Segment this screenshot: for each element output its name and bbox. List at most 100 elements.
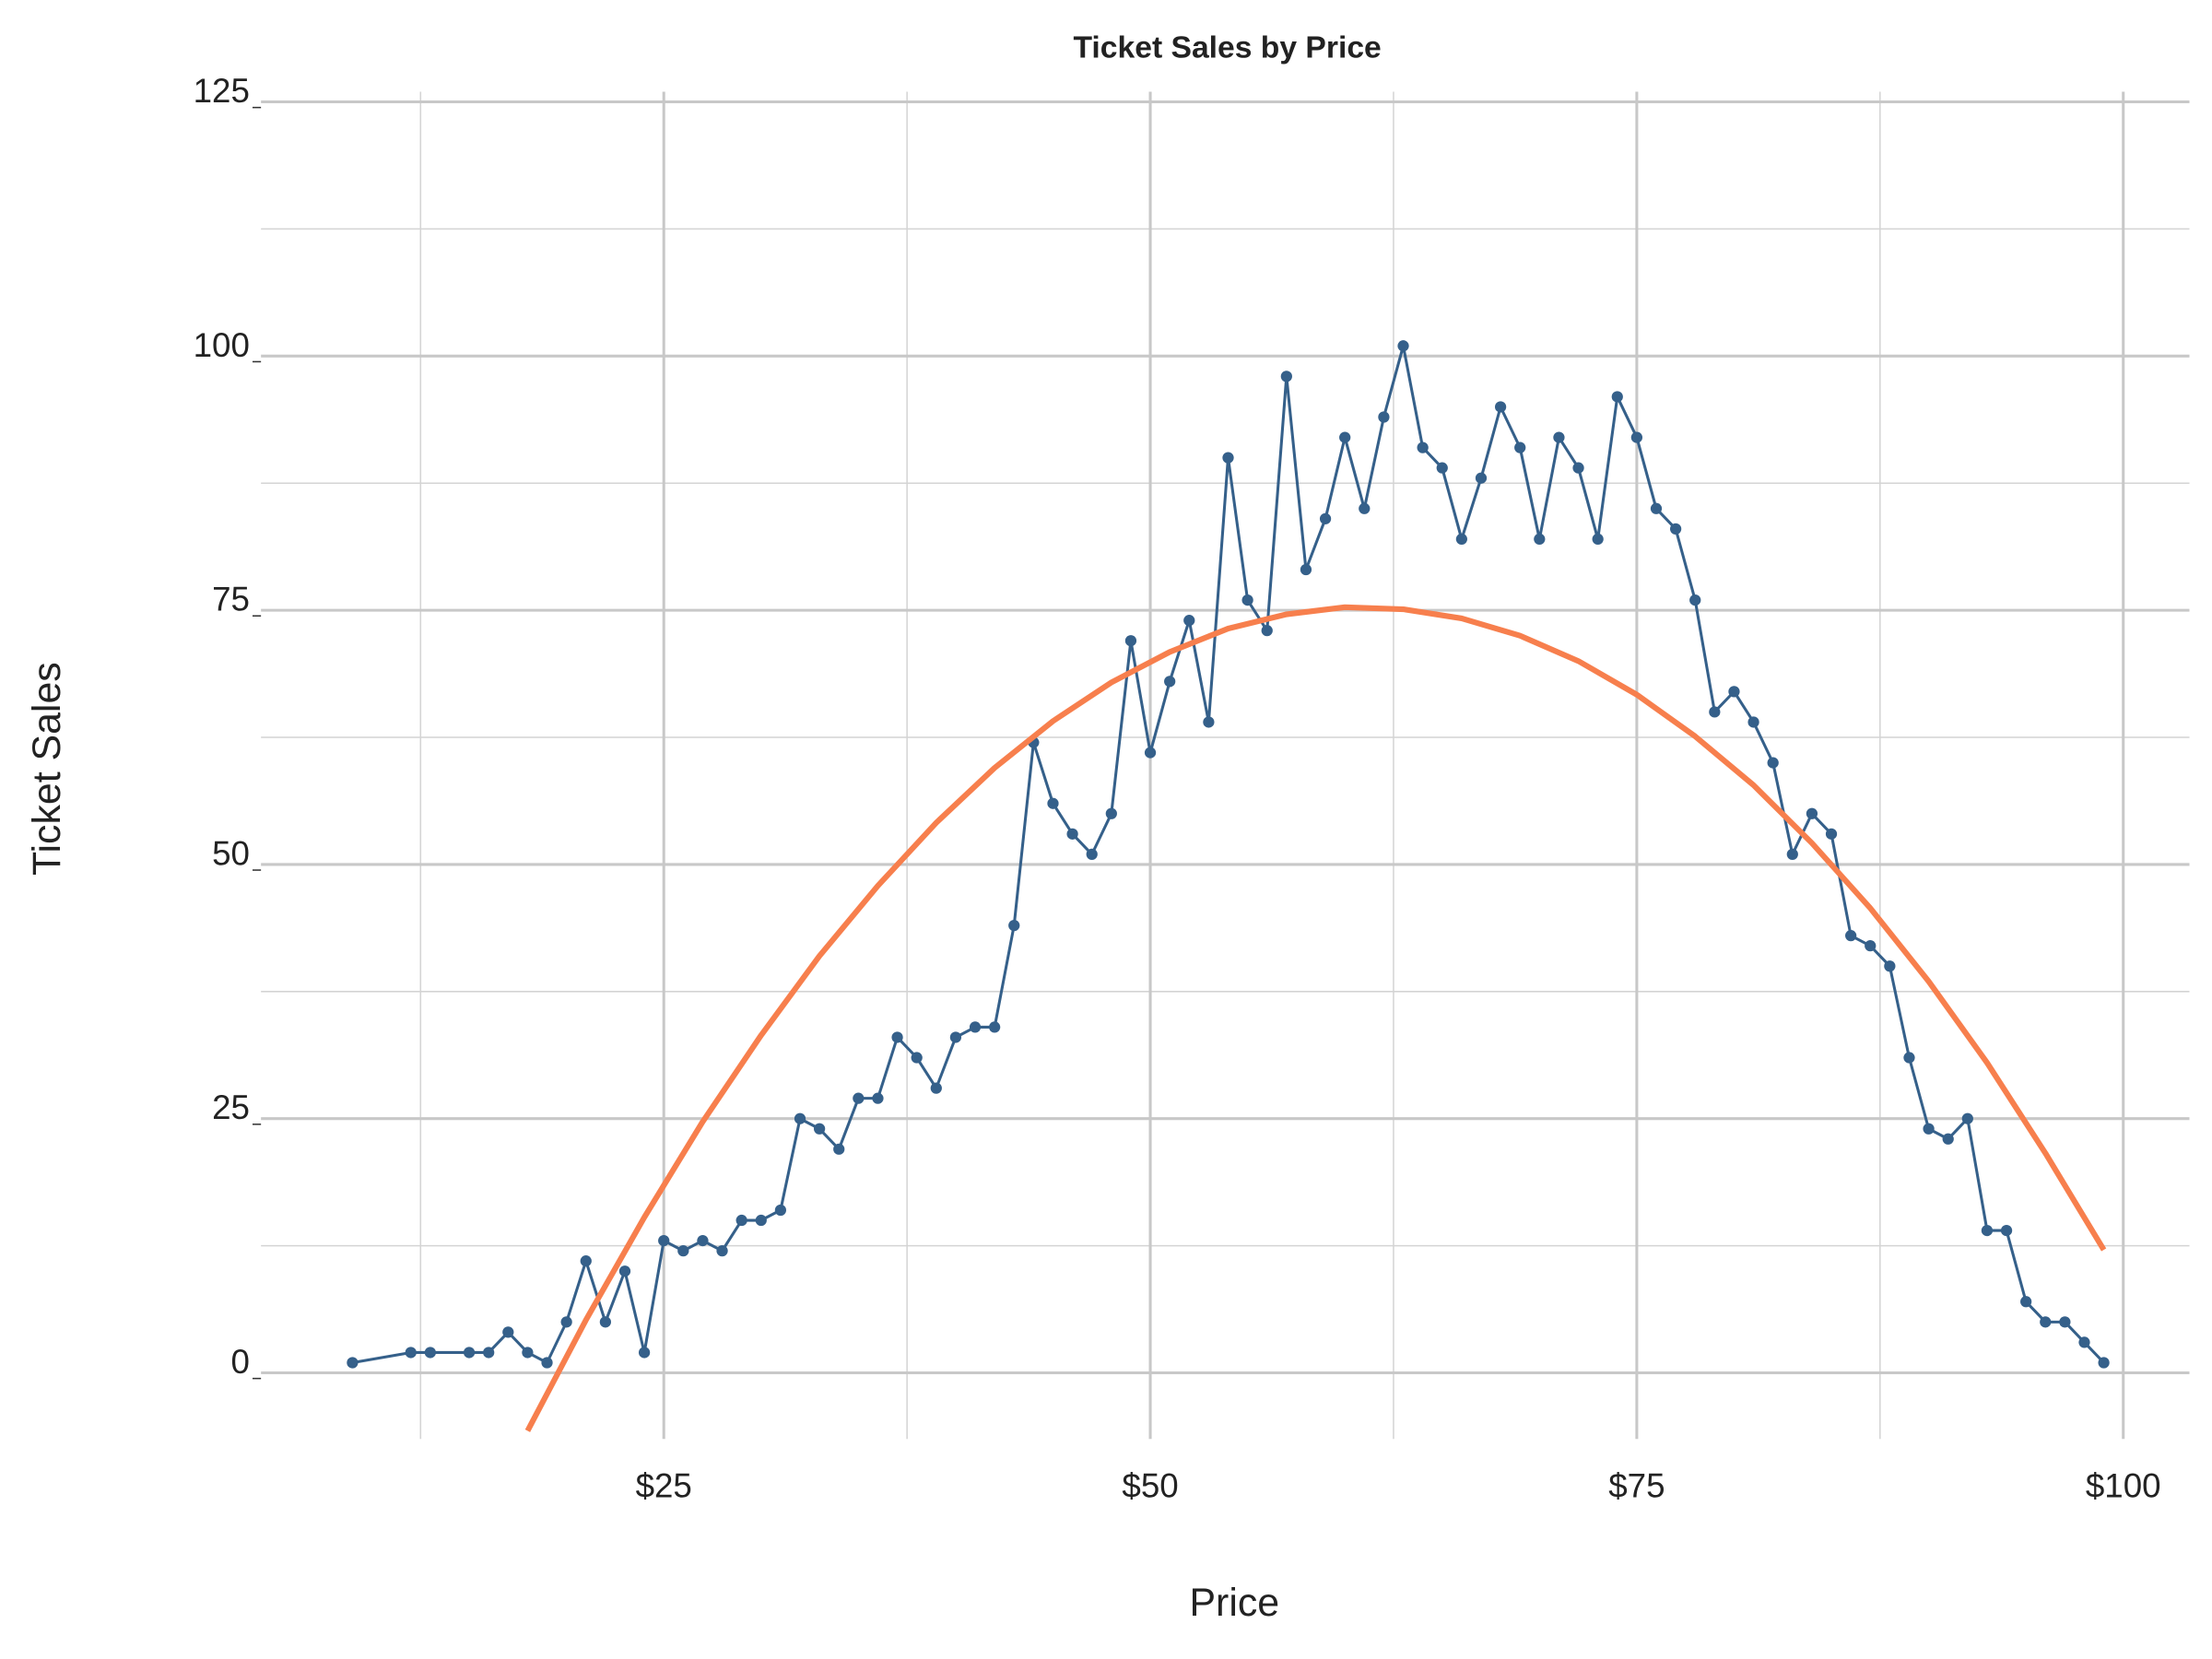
data-point [1280,371,1292,382]
data-point [1961,1112,1973,1124]
data-point [2078,1336,2090,1348]
data-point [483,1347,495,1359]
chart-title: Ticket Sales by Price [1073,30,1381,65]
data-point [2059,1316,2071,1328]
data-point [1534,533,1546,546]
data-point [347,1357,359,1369]
data-point [1066,828,1078,840]
data-point [1124,635,1137,647]
data-point [1105,807,1117,819]
data-point [1378,411,1390,423]
data-point [424,1347,436,1359]
data-point [1630,431,1643,443]
data-point [1825,828,1838,840]
data-point [1261,625,1273,637]
data-point [891,1031,903,1043]
data-point [872,1092,884,1104]
data-point [1767,757,1779,769]
data-point [405,1347,417,1359]
data-point [599,1316,611,1328]
data-point [813,1123,826,1135]
data-point [1475,472,1488,484]
data-line [352,344,2105,1365]
data-point [1203,716,1215,728]
x-tick-label: $100 [2086,1466,2161,1504]
data-point [560,1316,572,1328]
data-point [2020,1296,2032,1308]
data-point [1689,594,1701,606]
data-point [1144,747,1157,759]
data-point [1592,533,1604,546]
data-point [618,1265,631,1277]
x-tick-label: $50 [1122,1466,1178,1504]
data-point [1514,441,1526,453]
data-point [1553,431,1565,443]
data-point [1786,848,1798,861]
data-point [502,1326,514,1338]
data-point [755,1214,767,1227]
data-point [1455,533,1467,546]
data-point [989,1021,1001,1033]
data-point [1669,523,1682,535]
data-point [2040,1316,2052,1328]
data-point [1086,848,1098,861]
data-point [1319,512,1332,524]
data-point [1728,686,1740,698]
data-line [524,604,2107,1432]
data-point [735,1214,747,1227]
y-axis-label: Ticket Sales [25,662,69,876]
data-point [1923,1123,1935,1135]
y-tick-label: 0 [230,1343,249,1381]
data-point [1942,1133,1954,1145]
data-point [1981,1224,1994,1237]
data-point [2000,1224,2013,1237]
data-point [658,1234,670,1247]
data-point [2098,1357,2110,1369]
data-point [697,1234,709,1247]
data-point [541,1357,553,1369]
data-point [969,1021,982,1033]
y-tick-label: 100 [194,326,250,364]
data-point [716,1245,728,1257]
data-point [1611,391,1623,403]
data-point [1884,960,1896,972]
data-point [1845,930,1857,942]
y-tick-label: 50 [212,834,250,872]
y-tick-label: 75 [212,581,250,618]
data-point [1903,1052,1915,1064]
data-point [463,1347,476,1359]
data-point [1008,919,1020,932]
data-point [1359,502,1371,514]
data-point [1183,615,1195,627]
data-point [1572,462,1584,474]
data-point [1164,676,1176,688]
data-point [949,1031,962,1043]
data-point [1339,431,1351,443]
data-point [522,1347,534,1359]
x-axis-label: Price [1189,1581,1279,1625]
data-point [1494,401,1507,413]
data-point [1300,563,1312,576]
data-point [1709,706,1721,718]
data-point [1436,462,1448,474]
data-point [853,1092,865,1104]
y-tick-label: 25 [212,1088,250,1126]
data-point [911,1052,923,1064]
data-point [1865,940,1877,952]
data-point [1806,807,1818,819]
data-point [1747,716,1759,728]
data-point [1397,340,1409,352]
data-point [930,1082,942,1094]
data-point [1650,502,1663,514]
data-point [677,1245,689,1257]
data-point [794,1112,806,1124]
y-tick-label: 125 [194,72,250,110]
data-point [1047,797,1059,809]
data-point [833,1143,845,1155]
data-point [638,1347,651,1359]
data-point [580,1255,592,1267]
data-point [1417,441,1429,453]
x-tick-label: $25 [636,1466,692,1504]
data-point [1241,594,1253,606]
